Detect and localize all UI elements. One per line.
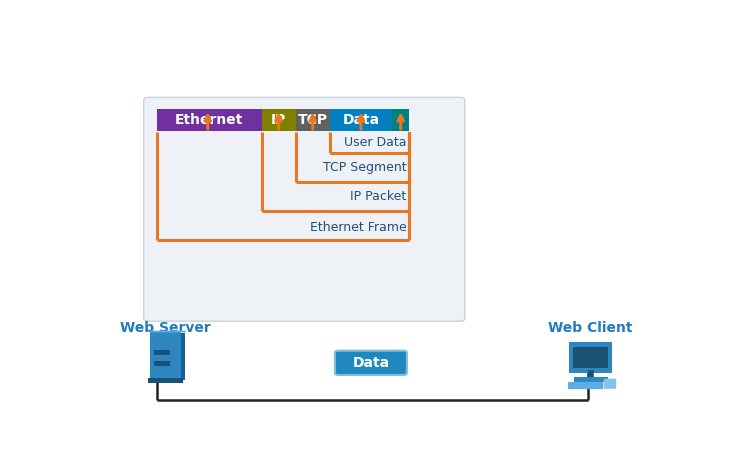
FancyBboxPatch shape [148, 378, 182, 383]
FancyBboxPatch shape [392, 110, 409, 131]
Text: User Data: User Data [344, 136, 406, 149]
Text: Data: Data [343, 113, 379, 127]
FancyBboxPatch shape [335, 351, 407, 375]
FancyBboxPatch shape [569, 342, 612, 373]
FancyBboxPatch shape [157, 110, 262, 131]
FancyBboxPatch shape [154, 333, 185, 380]
FancyBboxPatch shape [296, 110, 329, 131]
Text: IP Packet: IP Packet [350, 190, 406, 203]
FancyBboxPatch shape [143, 97, 465, 321]
Text: Ethernet Frame: Ethernet Frame [310, 221, 406, 234]
Text: TCP Segment: TCP Segment [323, 161, 406, 174]
FancyBboxPatch shape [568, 382, 603, 389]
Text: Data: Data [352, 356, 389, 370]
Text: Web Client: Web Client [548, 320, 633, 335]
Text: IP: IP [271, 113, 286, 127]
Text: TCP: TCP [298, 113, 328, 127]
FancyBboxPatch shape [149, 331, 181, 378]
FancyBboxPatch shape [604, 379, 616, 389]
FancyBboxPatch shape [154, 350, 170, 354]
FancyBboxPatch shape [573, 347, 608, 368]
FancyBboxPatch shape [154, 361, 170, 365]
Text: Ethernet: Ethernet [175, 113, 244, 127]
Text: Web Server: Web Server [120, 320, 211, 335]
FancyBboxPatch shape [262, 110, 296, 131]
FancyBboxPatch shape [574, 377, 608, 382]
FancyBboxPatch shape [329, 110, 392, 131]
